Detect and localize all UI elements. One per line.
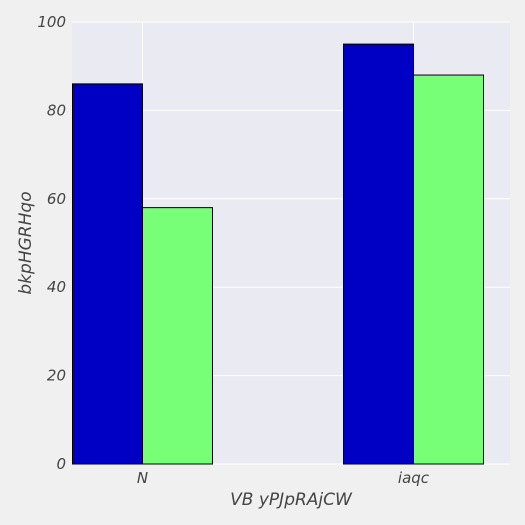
bar-series2-iaqc bbox=[413, 74, 484, 465]
y-tick-label: 60 bbox=[47, 190, 66, 208]
bar-series1-N bbox=[72, 83, 143, 465]
y-tick-label: 0 bbox=[56, 455, 66, 473]
bar-series2-N bbox=[142, 207, 213, 465]
y-tick-label: 40 bbox=[47, 278, 66, 296]
y-axis-title: bkpHGRHqo bbox=[16, 191, 36, 294]
x-tick-label: N bbox=[137, 469, 148, 487]
y-tick-label: 80 bbox=[47, 101, 66, 119]
bars-group bbox=[72, 43, 484, 465]
x-tick-label: iaqc bbox=[398, 469, 430, 487]
x-axis-title: VB yPJpRAjCW bbox=[230, 490, 353, 510]
bar-series1-iaqc bbox=[343, 43, 414, 465]
y-tick-label: 20 bbox=[47, 367, 66, 385]
y-tick-labels: 0 20 40 60 80 100 bbox=[37, 13, 66, 473]
y-tick-label: 100 bbox=[37, 13, 66, 31]
